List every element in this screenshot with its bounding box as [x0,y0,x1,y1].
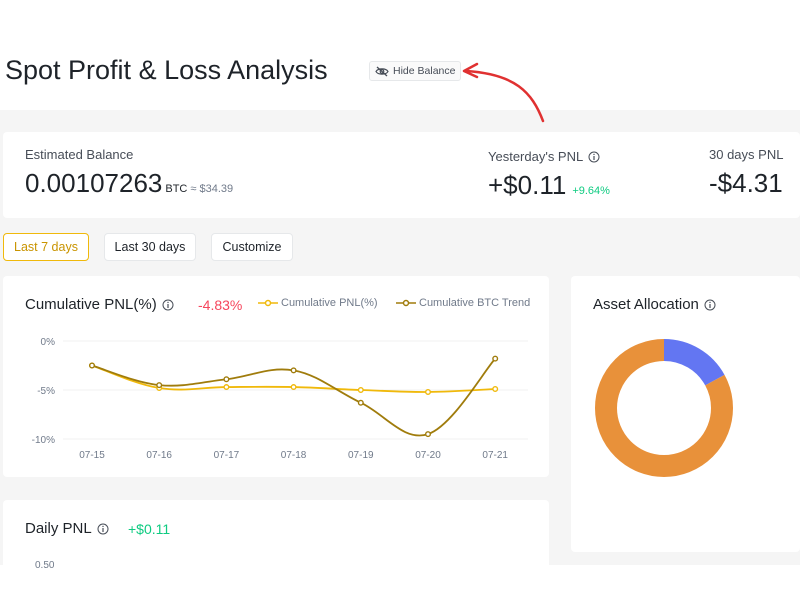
x-tick-label: 07-18 [281,450,307,461]
yesterday-pnl-label-row: Yesterday's PNL [488,149,600,164]
estimated-balance-amount: 0.00107263 [25,168,163,198]
data-point[interactable] [425,388,432,395]
cumulative-pnl-title: Cumulative PNL(%) [25,296,157,313]
yesterday-pnl-value: +$0.11 +9.64% [488,170,610,201]
asset-allocation-donut [595,339,733,477]
data-point[interactable] [492,386,499,393]
yesterday-pnl-label: Yesterday's PNL [488,149,584,164]
data-point[interactable] [156,382,163,389]
daily-pnl-value: +$0.11 [128,521,171,537]
cumulative-pnl-card: 0% -5% -10% 07-15 07-16 07-17 07-18 07-19 07-20 0… [3,276,549,477]
x-tick-label: 07-16 [146,450,172,461]
estimated-balance-fiat: ≈ $34.39 [190,183,234,195]
daily-pnl-title-row: Daily PNL [25,520,109,537]
legend-btc-trend-label: Cumulative BTC Trend [419,297,531,309]
data-point[interactable] [223,376,230,383]
data-point[interactable] [425,431,432,438]
estimated-balance-value: 0.00107263 BTC ≈ $34.39 [25,168,233,199]
data-point[interactable] [357,399,364,406]
daily-pnl-y-tick: 0.50 [35,560,55,571]
legend-cumulative-pnl[interactable]: Cumulative PNL(%) [258,297,378,309]
page-title: Spot Profit & Loss Analysis [5,55,328,85]
asset-allocation-card: Asset Allocation [571,276,800,552]
data-point[interactable] [290,384,297,391]
yesterday-pnl-pct: +9.64% [572,185,610,197]
legend-line-icon [396,299,416,307]
estimated-balance-label: Estimated Balance [25,147,134,162]
info-icon[interactable] [588,151,600,163]
cumulative-pnl-chart: 0% -5% -10% 07-15 07-16 07-17 07-18 07-19 07-20 0… [32,337,528,461]
range-last-7-days-button[interactable]: Last 7 days [3,233,89,261]
y-tick-label: 0% [41,337,56,348]
cumulative-pnl-value: -4.83% [198,297,243,313]
days30-pnl-label: 30 days PNL [709,147,784,162]
bottom-strip [0,565,800,600]
range-last-30-days-button[interactable]: Last 30 days [104,233,196,261]
cumulative-pnl-title-row: Cumulative PNL(%) [25,296,174,313]
hide-balance-button[interactable]: Hide Balance [369,61,461,81]
info-icon[interactable] [97,523,109,535]
x-tick-label: 07-15 [79,450,105,461]
y-tick-label: -5% [37,386,55,397]
hide-balance-label: Hide Balance [393,65,456,77]
yesterday-pnl-amount: +$0.11 [488,170,567,200]
range-customize-button[interactable]: Customize [211,233,293,261]
data-point[interactable] [357,386,364,393]
info-icon[interactable] [162,299,174,311]
legend-line-icon [258,299,278,307]
legend-btc-trend[interactable]: Cumulative BTC Trend [396,297,530,309]
days30-pnl-value: -$4.31 [709,168,783,198]
daily-pnl-card: Daily PNL +$0.11 0.50 [3,500,549,571]
allocation-slice[interactable] [595,339,733,477]
x-tick-label: 07-20 [415,450,441,461]
info-icon[interactable] [704,299,716,311]
asset-allocation-title: Asset Allocation [593,296,699,313]
estimated-balance-unit: BTC [165,183,188,195]
data-point[interactable] [290,367,297,374]
data-point[interactable] [492,355,499,362]
eye-slash-icon [375,66,389,76]
asset-allocation-title-row: Asset Allocation [593,296,716,313]
data-point[interactable] [223,384,230,391]
x-tick-label: 07-21 [482,450,508,461]
daily-pnl-title: Daily PNL [25,520,92,537]
x-tick-label: 07-17 [214,450,240,461]
data-point[interactable] [88,362,95,369]
balance-card: Estimated Balance 0.00107263 BTC ≈ $34.39 … [3,132,800,218]
x-tick-label: 07-19 [348,450,374,461]
legend-cumulative-pnl-label: Cumulative PNL(%) [281,297,378,309]
page-header [0,0,800,110]
y-tick-label: -10% [32,435,55,446]
